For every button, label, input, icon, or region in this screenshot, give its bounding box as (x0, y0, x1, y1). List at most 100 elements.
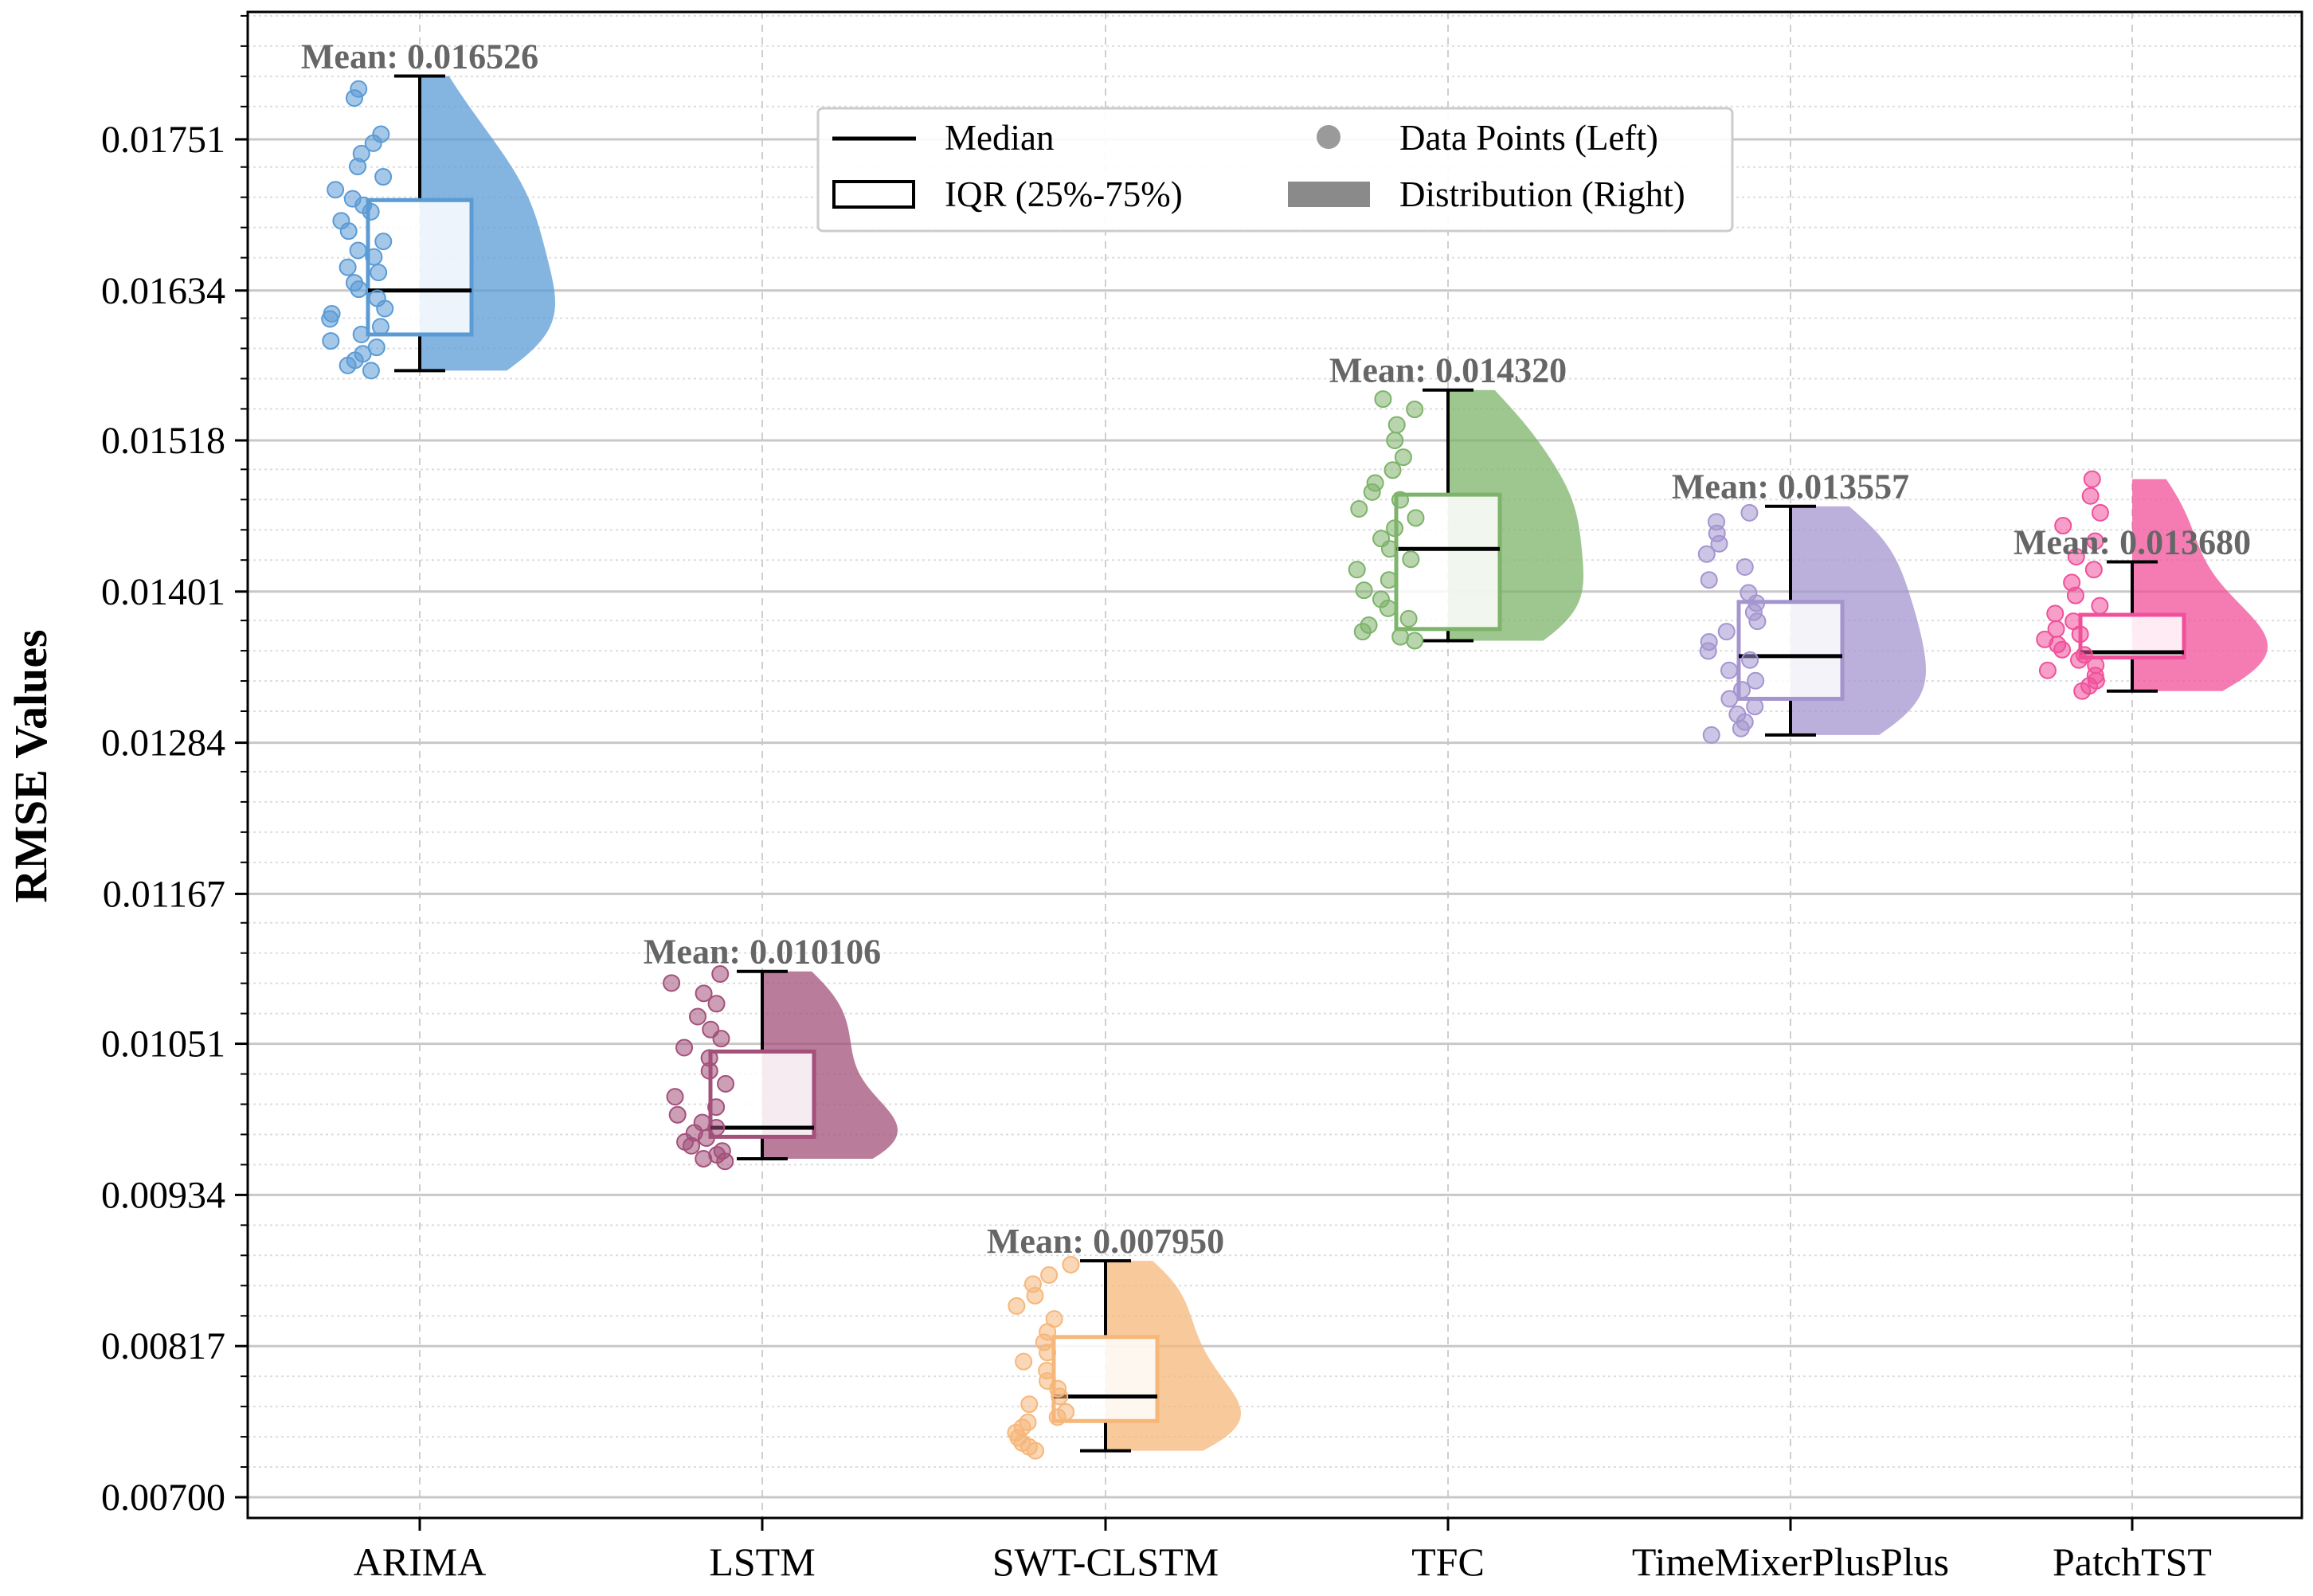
data-point (1699, 642, 1717, 660)
y-tick-label: 0.01167 (103, 873, 225, 915)
data-point (1015, 1352, 1033, 1371)
legend-distribution-label: Distribution (Right) (1399, 174, 1685, 214)
data-point (688, 1007, 706, 1026)
data-point (1353, 623, 1372, 641)
legend-frame (816, 107, 1734, 233)
data-point (2073, 682, 2092, 700)
data-point (1363, 483, 1381, 501)
data-point (663, 974, 681, 992)
data-point (1697, 545, 1716, 563)
data-point (711, 964, 730, 983)
data-point (322, 332, 340, 350)
data-point (374, 233, 393, 251)
data-point (349, 241, 367, 260)
data-point (1720, 661, 1738, 679)
y-tick-label: 0.01518 (101, 420, 225, 462)
data-point (1040, 1265, 1059, 1284)
data-point (1374, 390, 1392, 409)
data-point (321, 310, 339, 328)
grid-layer (248, 12, 2302, 1518)
data-point (362, 362, 380, 380)
legend-iqr-swatch (832, 180, 915, 209)
data-point (327, 181, 345, 199)
data-point (1026, 1441, 1044, 1460)
data-point (362, 202, 380, 221)
data-point (1383, 461, 1402, 479)
data-point (2054, 517, 2072, 535)
plot-frame (246, 10, 2303, 1520)
y-tick-label: 0.01751 (101, 119, 225, 161)
data-points-layer (321, 80, 2109, 1460)
data-point (1048, 1408, 1066, 1426)
data-point (371, 318, 389, 336)
data-point (364, 134, 382, 152)
data-point (374, 168, 393, 186)
legend: Median IQR (25%-75%) Data Points (Left) … (816, 107, 1734, 233)
data-point (2067, 547, 2085, 565)
mean-label-LSTM: Mean: 0.010106 (644, 933, 881, 972)
data-point (2038, 661, 2057, 679)
data-point (1747, 671, 1765, 690)
data-point (1008, 1297, 1026, 1315)
data-point (1020, 1395, 1039, 1414)
data-point (695, 1149, 713, 1168)
x-tick-label: ARIMA (354, 1539, 487, 1584)
mean-label-ARIMA: Mean: 0.016526 (301, 37, 538, 76)
y-tick-label: 0.00817 (101, 1325, 225, 1367)
data-point (666, 1088, 684, 1106)
mean-label-SWT-CLSTM: Mean: 0.007950 (987, 1222, 1224, 1261)
data-point (1406, 632, 1424, 650)
legend-iqr-label: IQR (25%-75%) (945, 174, 1183, 214)
data-point (1746, 698, 1764, 716)
data-point (1380, 540, 1399, 558)
data-point (1733, 681, 1751, 699)
y-tick-label: 0.01401 (101, 571, 225, 613)
mean-label-TimeMixerPlusPlus: Mean: 0.013557 (1672, 467, 1909, 507)
y-tick-label: 0.00934 (101, 1174, 225, 1216)
y-axis-label: RMSE Values (5, 629, 57, 902)
data-point (2070, 651, 2088, 669)
data-point (2066, 586, 2084, 604)
data-point (1736, 557, 1754, 576)
data-point (1394, 448, 1412, 467)
data-point (712, 1030, 730, 1048)
data-point (349, 158, 367, 176)
data-point (1348, 561, 1366, 579)
distribution-layer (420, 76, 2268, 1451)
data-point (370, 264, 388, 282)
data-point (1379, 599, 1397, 617)
data-point (1700, 571, 1718, 589)
data-point (668, 1105, 687, 1124)
data-point (1386, 431, 1404, 449)
data-point (352, 325, 370, 343)
boxplot-layer (366, 74, 2186, 1453)
y-tick-label: 0.01634 (101, 270, 225, 312)
data-point (1406, 401, 1424, 419)
data-point (1740, 503, 1759, 522)
data-point (1062, 1255, 1080, 1273)
boxplot-LSTM (708, 969, 816, 1160)
x-tick-label: TimeMixerPlusPlus (1632, 1539, 1949, 1584)
data-point (700, 1062, 718, 1080)
data-point (1748, 612, 1767, 631)
data-point (2053, 640, 2072, 659)
data-point (1702, 726, 1720, 744)
data-point (1710, 534, 1728, 553)
data-point (1402, 550, 1420, 569)
axes-layer: 0.00700 0.00817 0.00934 0.01051 0.01167 0.012… (101, 10, 2303, 1584)
data-point (339, 356, 357, 374)
data-point (365, 248, 383, 266)
legend-distribution-swatch (1288, 182, 1370, 207)
x-tick-label: TFC (1411, 1539, 1485, 1584)
mean-label-TFC: Mean: 0.014320 (1329, 351, 1567, 390)
data-point (1741, 651, 1759, 669)
data-point (695, 984, 713, 1003)
y-tick-label: 0.00700 (101, 1477, 225, 1519)
data-point (1717, 623, 1736, 641)
data-point (2083, 470, 2101, 488)
data-point (2084, 561, 2103, 579)
data-point (683, 1136, 701, 1155)
data-point (350, 280, 368, 299)
data-point (1732, 719, 1750, 737)
